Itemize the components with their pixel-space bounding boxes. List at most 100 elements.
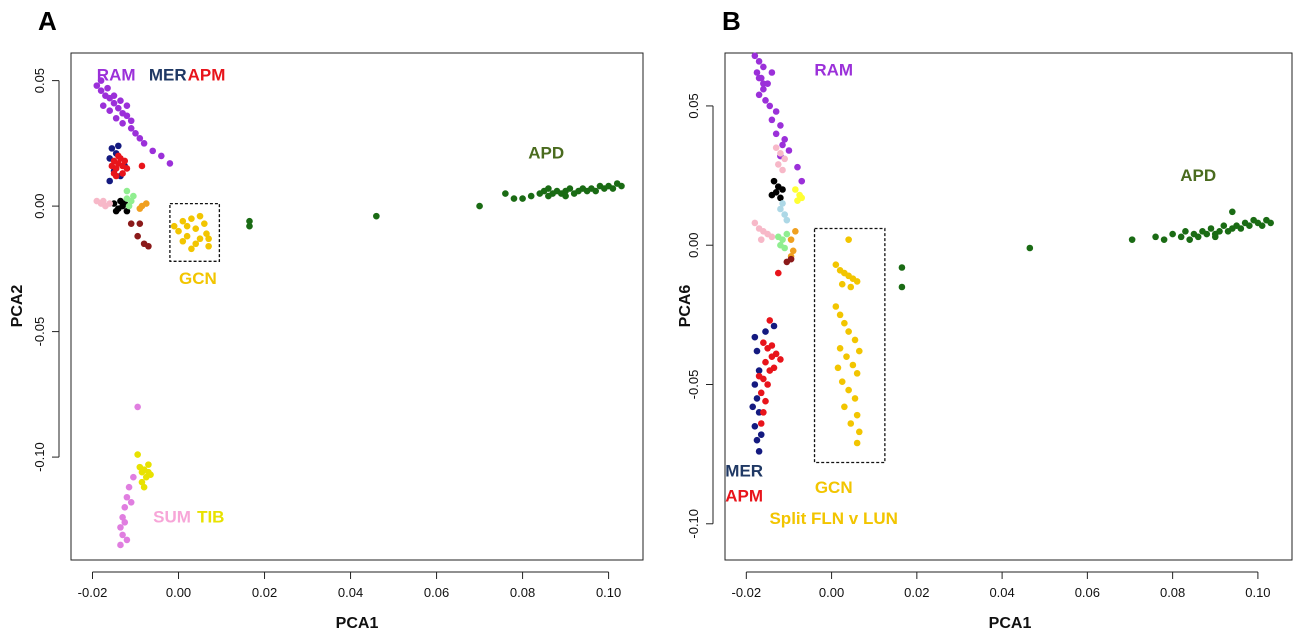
data-point	[751, 381, 759, 388]
data-point	[205, 242, 212, 250]
data-point	[132, 130, 139, 137]
data-point	[1258, 222, 1266, 230]
series-brown	[783, 255, 795, 266]
x-tick-label: 0.04	[338, 585, 363, 600]
series-gcn	[170, 212, 212, 253]
annotation-apd: APD	[528, 143, 564, 162]
data-point	[772, 350, 780, 358]
data-point	[121, 519, 129, 526]
data-point	[755, 448, 763, 455]
data-point	[476, 202, 483, 210]
plot-frame	[70, 52, 644, 561]
data-point	[112, 207, 120, 215]
series-brown	[127, 220, 152, 250]
data-point	[845, 236, 852, 243]
data-point	[136, 135, 144, 142]
annotation-gcn: GCN	[815, 478, 853, 497]
data-point	[373, 212, 380, 220]
data-point	[201, 220, 208, 227]
panel-label-a: A	[38, 6, 57, 36]
data-point	[851, 336, 859, 344]
x-tick-label: 0.00	[166, 585, 191, 600]
data-point	[755, 372, 763, 380]
x-tick-label: 0.02	[904, 585, 929, 600]
data-point	[136, 205, 144, 212]
data-point	[1026, 244, 1034, 252]
data-point	[1182, 227, 1189, 235]
data-point	[519, 195, 526, 202]
data-point	[777, 194, 784, 202]
data-point	[140, 483, 148, 491]
data-point	[843, 353, 850, 360]
data-point	[770, 322, 778, 330]
series-apm	[755, 269, 784, 427]
data-point	[751, 219, 759, 227]
data-point	[104, 84, 111, 92]
data-point	[1267, 219, 1274, 227]
data-point	[127, 498, 135, 506]
x-tick-label: 0.06	[1075, 585, 1100, 600]
data-point	[123, 536, 131, 544]
data-point	[779, 166, 786, 174]
data-point	[112, 114, 120, 122]
data-point	[125, 202, 133, 210]
data-point	[1194, 233, 1202, 241]
data-point	[110, 92, 118, 99]
data-point	[779, 141, 786, 149]
data-point	[179, 237, 187, 245]
y-tick-label: -0.10	[686, 509, 701, 539]
data-point	[772, 108, 780, 115]
data-point	[138, 468, 146, 476]
data-point	[119, 119, 126, 127]
data-point	[119, 170, 126, 177]
data-point	[1177, 233, 1185, 241]
data-point	[123, 102, 131, 110]
data-point	[1207, 225, 1215, 232]
data-point	[123, 187, 131, 195]
data-point	[1169, 230, 1176, 238]
highlight-box	[169, 202, 221, 262]
data-point	[1229, 208, 1236, 216]
x-tick-label: -0.02	[731, 585, 761, 600]
data-point	[792, 186, 799, 193]
data-point	[753, 395, 761, 402]
data-point	[785, 147, 793, 154]
data-point	[158, 152, 165, 160]
data-point	[753, 347, 761, 355]
data-point	[783, 230, 791, 238]
data-point	[753, 69, 761, 76]
series-lightgreen	[774, 230, 791, 252]
data-point	[847, 283, 855, 291]
series-pink	[751, 144, 788, 243]
data-point	[838, 378, 846, 386]
data-point	[787, 255, 795, 263]
data-point	[753, 436, 761, 444]
x-tick-label: 0.10	[1245, 585, 1270, 600]
data-point	[770, 364, 778, 372]
x-tick-label: 0.04	[989, 585, 1014, 600]
data-point	[136, 220, 144, 227]
data-point	[853, 278, 861, 285]
y-tick-label: 0.00	[686, 233, 701, 258]
data-point	[783, 216, 791, 224]
series-sum	[117, 403, 141, 549]
data-point	[855, 428, 863, 436]
data-point	[762, 397, 769, 405]
data-point	[130, 473, 137, 481]
x-tick-label: 0.00	[819, 585, 844, 600]
data-point	[855, 347, 863, 355]
data-point	[760, 409, 767, 416]
y-tick-label: 0.05	[32, 68, 47, 93]
data-point	[768, 69, 776, 76]
data-point	[787, 236, 795, 243]
x-tick-label: 0.06	[424, 585, 449, 600]
data-point	[106, 107, 114, 115]
annotation-apd: APD	[1180, 166, 1216, 185]
data-point	[99, 102, 107, 110]
data-point	[798, 177, 806, 185]
data-point	[110, 170, 118, 177]
data-point	[836, 344, 844, 352]
annotation-mer: MER	[725, 461, 763, 480]
annotation-mer: MER	[149, 66, 187, 85]
